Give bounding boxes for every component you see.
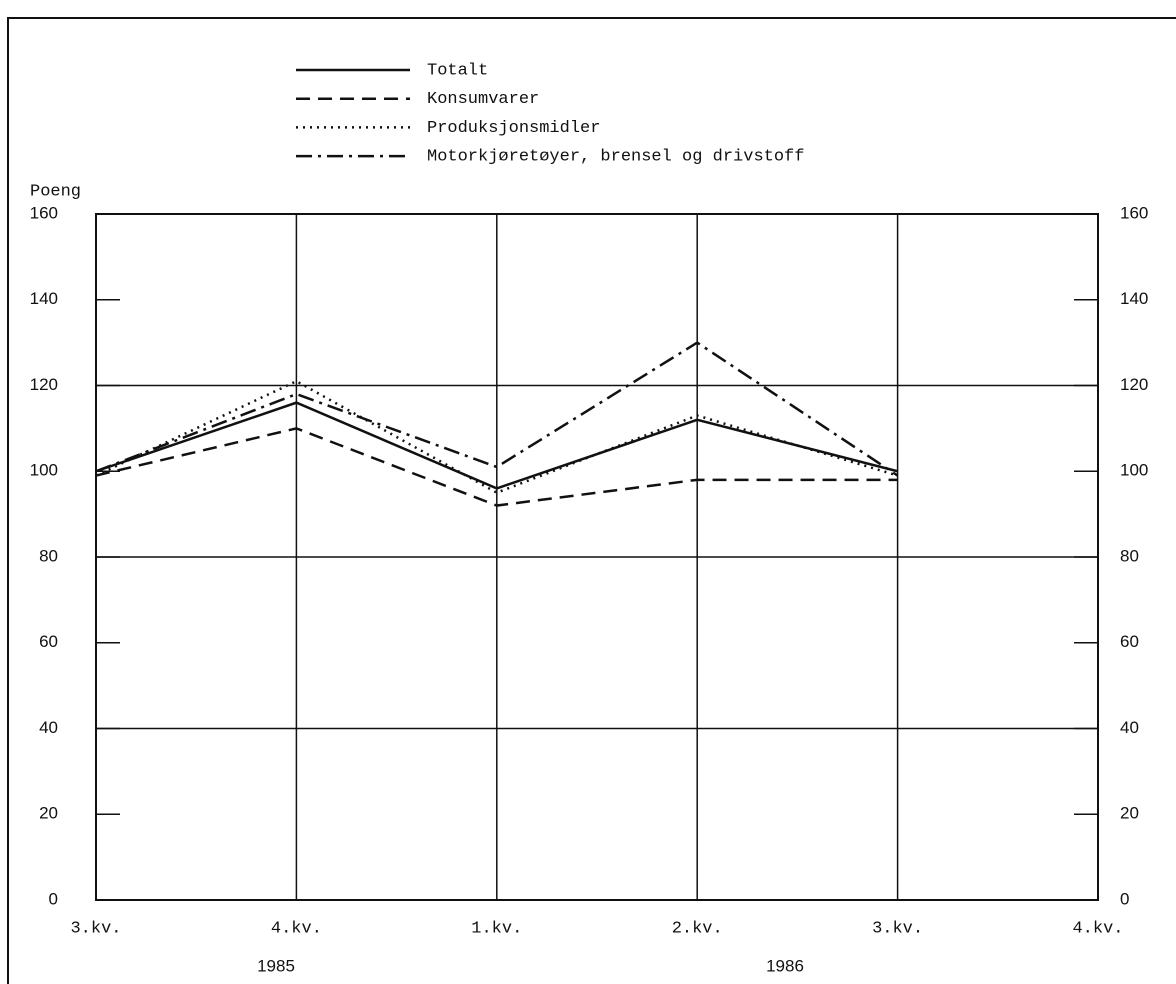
y2-tick-label: 160 bbox=[1120, 203, 1148, 222]
series-line bbox=[95, 379, 898, 495]
year-label: 1986 bbox=[766, 956, 804, 975]
y2-tick-label: 140 bbox=[1120, 289, 1148, 308]
y2-tick-label: 80 bbox=[1120, 546, 1139, 565]
y-tick-label: 140 bbox=[30, 289, 58, 308]
x-tick-label: 4.kv. bbox=[271, 919, 322, 938]
y-tick-label: 100 bbox=[30, 461, 58, 480]
y2-tick-label: 0 bbox=[1120, 889, 1129, 908]
y-tick-label: 120 bbox=[30, 375, 58, 394]
x-tick-label: 3.kv. bbox=[872, 919, 923, 938]
y-tick-label: 20 bbox=[39, 804, 58, 823]
x-tick-label: 2.kv. bbox=[672, 919, 723, 938]
y-tick-label: 80 bbox=[39, 546, 58, 565]
legend-label: Konsumvarer bbox=[427, 90, 539, 109]
legend-label: Motorkjøretøyer, brensel og drivstoff bbox=[427, 148, 804, 167]
legend-label: Produksjonsmidler bbox=[427, 119, 600, 138]
y-tick-label: 40 bbox=[39, 718, 58, 737]
y-tick-label: 60 bbox=[39, 632, 58, 651]
x-tick-label: 1.kv. bbox=[471, 919, 522, 938]
series-line bbox=[95, 401, 898, 490]
y-axis-label: Poeng bbox=[30, 182, 81, 201]
y-tick-label: 160 bbox=[30, 203, 58, 222]
y2-tick-label: 100 bbox=[1120, 461, 1148, 480]
series-line bbox=[95, 427, 898, 507]
series-line bbox=[95, 341, 899, 477]
x-tick-label: 4.kv. bbox=[1072, 919, 1123, 938]
year-label: 1985 bbox=[257, 956, 295, 975]
x-tick-label: 3.kv. bbox=[70, 919, 121, 938]
y2-tick-label: 40 bbox=[1120, 718, 1139, 737]
legend-label: Totalt bbox=[427, 61, 488, 80]
y-tick-label: 0 bbox=[49, 889, 58, 908]
y2-tick-label: 120 bbox=[1120, 375, 1148, 394]
frame bbox=[7, 17, 1176, 984]
y2-tick-label: 60 bbox=[1120, 632, 1139, 651]
y2-tick-label: 20 bbox=[1120, 804, 1139, 823]
